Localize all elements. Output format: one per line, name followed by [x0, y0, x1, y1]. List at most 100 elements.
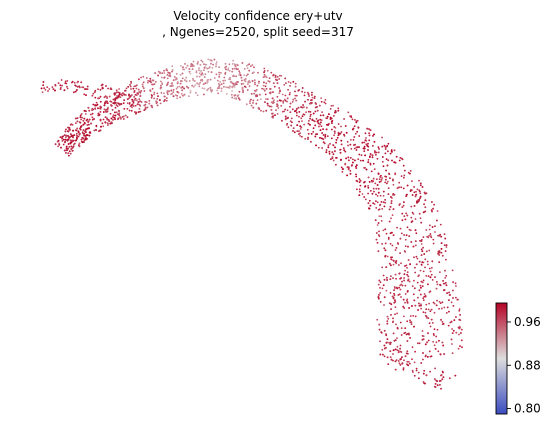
- scatter-point: [400, 232, 403, 235]
- scatter-point: [365, 168, 368, 171]
- scatter-point: [392, 359, 394, 362]
- scatter-point: [355, 167, 358, 170]
- scatter-point: [427, 339, 430, 342]
- scatter-point: [267, 104, 269, 107]
- scatter-point: [390, 275, 392, 277]
- scatter-point: [394, 339, 397, 341]
- scatter-point: [427, 283, 429, 286]
- scatter-point: [436, 384, 439, 387]
- scatter-point: [180, 65, 182, 67]
- scatter-point: [434, 383, 437, 385]
- scatter-point: [131, 106, 134, 109]
- scatter-point: [322, 134, 325, 136]
- scatter-point: [284, 118, 287, 121]
- scatter-point: [211, 89, 214, 92]
- scatter-point: [354, 159, 356, 162]
- scatter-point: [460, 339, 463, 342]
- scatter-point: [90, 122, 93, 125]
- scatter-point: [64, 80, 67, 83]
- scatter-point: [365, 139, 368, 142]
- scatter-point: [452, 281, 454, 283]
- scatter-point: [40, 87, 43, 90]
- scatter-point: [203, 93, 205, 96]
- scatter-point: [457, 347, 460, 350]
- scatter-point: [82, 137, 85, 140]
- scatter-point: [446, 306, 449, 309]
- scatter-point: [414, 350, 416, 353]
- scatter-point: [94, 104, 97, 107]
- scatter-point: [323, 142, 326, 145]
- scatter-point: [332, 104, 334, 107]
- scatter-point: [54, 84, 57, 87]
- scatter-point: [160, 76, 163, 79]
- scatter-point: [425, 275, 428, 277]
- scatter-point: [460, 328, 463, 331]
- scatter-point: [85, 136, 87, 139]
- scatter-point: [307, 93, 310, 95]
- scatter-point: [46, 86, 49, 88]
- scatter-point: [394, 161, 397, 164]
- scatter-point: [313, 120, 316, 123]
- scatter-point: [203, 66, 206, 69]
- scatter-point: [333, 134, 335, 137]
- scatter-point: [386, 320, 389, 323]
- scatter-point: [388, 220, 391, 223]
- scatter-point: [123, 107, 126, 110]
- scatter-point: [251, 80, 254, 82]
- scatter-point: [372, 187, 375, 190]
- scatter-point: [377, 187, 380, 190]
- scatter-point: [395, 247, 398, 249]
- scatter-point: [245, 74, 248, 77]
- scatter-point: [438, 301, 441, 303]
- scatter-point: [314, 110, 317, 113]
- scatter-point: [383, 205, 386, 208]
- scatter-point: [419, 195, 422, 198]
- scatter-point: [85, 128, 87, 131]
- scatter-point: [385, 169, 387, 172]
- scatter-point: [390, 196, 392, 198]
- scatter-point: [188, 95, 190, 98]
- scatter-point: [62, 135, 64, 138]
- scatter-point: [181, 77, 184, 80]
- scatter-point: [379, 287, 381, 289]
- scatter-point: [436, 281, 438, 283]
- scatter-point: [374, 151, 376, 154]
- scatter-point: [225, 68, 227, 71]
- scatter-point: [318, 125, 320, 128]
- scatter-point: [399, 364, 402, 366]
- scatter-point: [450, 301, 453, 304]
- scatter-point: [99, 88, 102, 91]
- scatter-point: [414, 244, 417, 247]
- scatter-point: [386, 255, 389, 258]
- scatter-point: [76, 85, 79, 88]
- scatter-point: [107, 87, 109, 90]
- scatter-point: [389, 177, 391, 180]
- scatter-point: [194, 84, 197, 87]
- scatter-point: [303, 91, 306, 94]
- scatter-point: [83, 109, 86, 112]
- scatter-point: [402, 164, 405, 167]
- scatter-point: [149, 90, 152, 92]
- scatter-point: [423, 191, 426, 194]
- scatter-point: [130, 109, 133, 112]
- scatter-point: [421, 281, 424, 284]
- scatter-point: [229, 78, 232, 81]
- scatter-point: [163, 95, 166, 98]
- scatter-point: [96, 103, 99, 106]
- scatter-point: [231, 90, 234, 92]
- scatter-point: [268, 77, 271, 79]
- scatter-point: [397, 294, 400, 296]
- scatter-point: [358, 188, 361, 191]
- scatter-point: [241, 79, 243, 82]
- scatter-point: [399, 284, 401, 287]
- scatter-point: [402, 298, 405, 301]
- scatter-point: [377, 173, 380, 175]
- scatter-point: [103, 108, 106, 111]
- scatter-point: [319, 137, 321, 139]
- scatter-point: [444, 250, 447, 253]
- scatter-point: [176, 86, 179, 89]
- scatter-point: [171, 65, 174, 68]
- scatter-point: [82, 123, 85, 126]
- scatter-point: [422, 372, 425, 375]
- scatter-point: [416, 188, 419, 191]
